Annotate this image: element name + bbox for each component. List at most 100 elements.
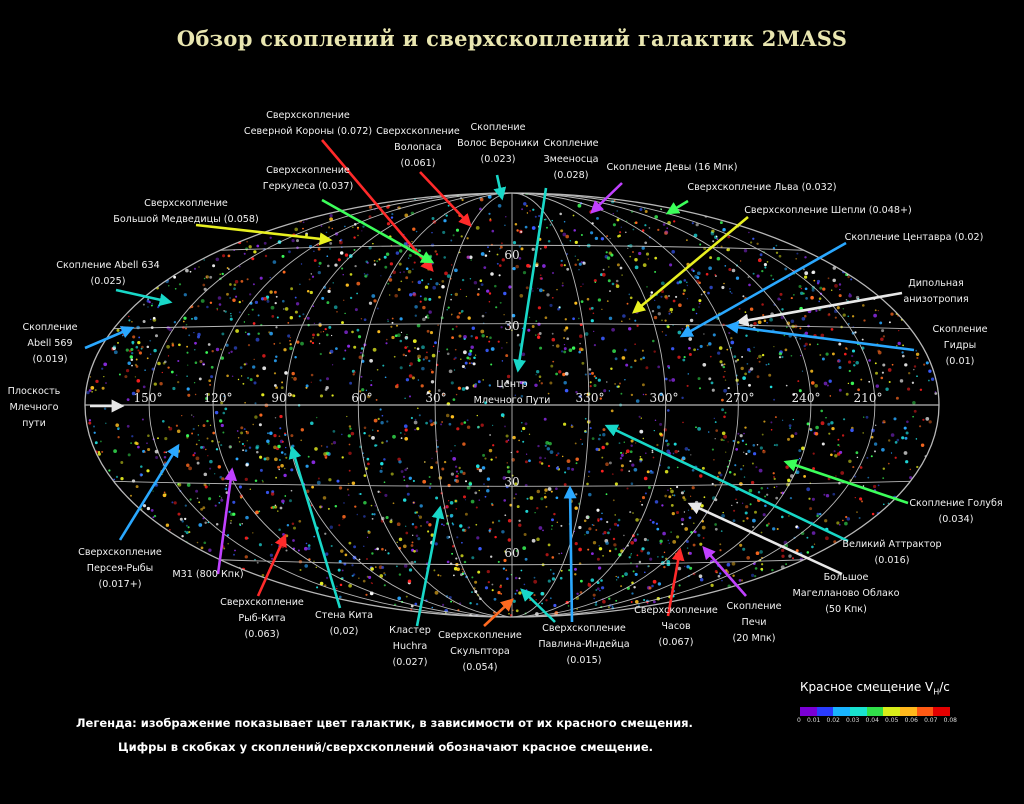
scale-swatch (866, 707, 884, 716)
annotation-line: Скопление (22, 322, 77, 333)
scale-tick-label: 0.08 (943, 717, 957, 724)
annotation-line: Большой Медведицы (0.058) (113, 214, 259, 225)
annotation-line: (0.015) (567, 655, 602, 666)
annotation-line: Геркулеса (0.037) (263, 181, 354, 192)
annotation-arrows (84, 139, 915, 627)
annotation-line: Сверхскопление (144, 198, 228, 209)
pointer-arrow (735, 291, 903, 327)
pointer-arrow (419, 171, 472, 227)
annotation-huchra: Кластер Huchra (0.027) (389, 625, 431, 668)
annotation-line: Сверхскопление (542, 623, 626, 634)
annotation-pisces-cetus: Сверхскопление Рыб-Кита (0.063) (220, 597, 304, 640)
annotation-line: (0.025) (91, 276, 126, 287)
annotation-line: Скопление Голубя (909, 498, 1002, 509)
annotation-line: (0.061) (401, 158, 436, 169)
annotation-centaurus: Скопление Центавра (0.02) (845, 232, 984, 243)
annotation-line: Волос Вероники (457, 138, 539, 149)
scale-tick-label: 0.04 (865, 717, 879, 724)
annotation-line: (0.016) (875, 555, 910, 566)
annotation-line: M31 (800 Кпк) (172, 569, 243, 580)
coordinate-grid (84, 192, 940, 618)
pointer-arrow (415, 505, 445, 627)
annotation-ophiuchus: Скопление Змееносца (0.028) (543, 138, 598, 181)
annotation-line: (0.054) (463, 662, 498, 673)
annotation-line: Скопление Девы (16 Мпк) (607, 162, 738, 173)
annotation-line: Центр (496, 379, 527, 390)
page-title: Обзор скоплений и сверхскоплений галакти… (176, 26, 848, 51)
annotation-line: Печи (741, 617, 766, 628)
redshift-scale-suffix: /c (939, 680, 950, 694)
annotation-coma: Скопление Волос Вероники (0.023) (457, 122, 539, 165)
annotation-abell569: Скопление Abell 569 (0.019) (22, 322, 77, 365)
annotation-line: Сверхскопление Шепли (0.048+) (744, 205, 912, 216)
scale-tick-label: 0.06 (904, 717, 918, 724)
annotation-line: Сверхскопление (220, 597, 304, 608)
annotation-line: Волопаса (394, 142, 442, 153)
scale-tick-label: 0.02 (826, 717, 840, 724)
annotation-line: Скульптора (450, 646, 510, 657)
longitude-label: 150° (134, 391, 163, 405)
latitude-label: 60 (504, 248, 519, 262)
pointer-arrow (195, 223, 333, 246)
annotation-line: (0.028) (554, 170, 589, 181)
pointer-arrow (483, 598, 514, 627)
pointer-arrow (687, 502, 843, 576)
annotation-line: (0.034) (939, 514, 974, 525)
pointer-arrow (493, 174, 507, 201)
scale-swatch (933, 707, 951, 716)
pointer-arrow (513, 187, 548, 373)
annotation-line: Сверхскопление (266, 110, 350, 121)
annotation-bootes: Сверхскопление Волопаса (0.061) (376, 126, 460, 169)
annotation-line: Сверхскопление (634, 605, 718, 616)
annotation-line: Большое (824, 572, 869, 583)
pointer-arrow (604, 424, 849, 543)
annotation-mw-plane: Плоскость Млечного пути (8, 386, 61, 429)
annotation-line: Скопление (470, 122, 525, 133)
annotation-sculptor: Сверхскопление Скульптора (0.054) (438, 630, 522, 673)
annotation-line: (0,02) (330, 626, 359, 637)
pointer-arrow (632, 216, 749, 314)
annotation-line: пути (22, 418, 46, 429)
scale-tick-label: 0 (797, 717, 801, 724)
longitude-label: 30° (425, 391, 446, 405)
annotation-horologium: Сверхскопление Часов (0.067) (634, 605, 718, 648)
annotation-corona-borealis: Сверхскопление Северной Короны (0.072) (244, 110, 372, 137)
annotation-perseus-pisces: Сверхскопление Персея-Рыбы (0.017+) (78, 547, 162, 590)
scale-tick-label: 0.05 (885, 717, 899, 724)
parallel-line (113, 480, 911, 487)
latitude-label: 30 (504, 475, 519, 489)
annotation-line: (0.027) (393, 657, 428, 668)
scale-swatch (883, 707, 901, 716)
annotation-m31: M31 (800 Кпк) (172, 569, 243, 580)
pointer-arrow (725, 320, 915, 352)
annotation-leo: Сверхскопление Льва (0.032) (687, 182, 836, 193)
pointer-arrow (563, 485, 577, 623)
annotation-line: анизотропия (903, 294, 968, 305)
annotation-line: Скопление (932, 324, 987, 335)
scale-swatch (900, 707, 917, 716)
scale-swatch (800, 707, 817, 716)
parallel-line (220, 244, 804, 251)
annotation-line: (20 Мпк) (732, 633, 775, 644)
longitude-label: 210° (854, 391, 883, 405)
pointer-arrow (115, 288, 173, 307)
annotation-line: (0.063) (245, 629, 280, 640)
pointer-arrow (288, 445, 342, 609)
annotation-line: (0.017+) (99, 579, 142, 590)
pointer-arrow (216, 467, 238, 575)
annotation-line: (0.01) (946, 356, 975, 367)
annotation-columba: Скопление Голубя (0.034) (909, 498, 1002, 525)
redshift-scale-title: Красное смещение VH/c (800, 680, 950, 696)
annotation-labels: Сверхскопление Северной Короны (0.072) Све… (8, 110, 1003, 673)
annotation-line: Млечного Пути (474, 395, 551, 406)
annotation-line: (0.023) (481, 154, 516, 165)
longitude-label: 60° (351, 391, 372, 405)
annotation-line: Сверхскопление (78, 547, 162, 558)
annotation-line: Скопление (726, 601, 781, 612)
annotation-line: Сверхскопление (438, 630, 522, 641)
pointer-arrow (702, 546, 747, 597)
annotation-hercules: Сверхскопление Геркулеса (0.037) (263, 165, 354, 192)
annotation-line: Скопление Abell 634 (56, 260, 159, 271)
redshift-scale-sub: H (933, 687, 940, 697)
